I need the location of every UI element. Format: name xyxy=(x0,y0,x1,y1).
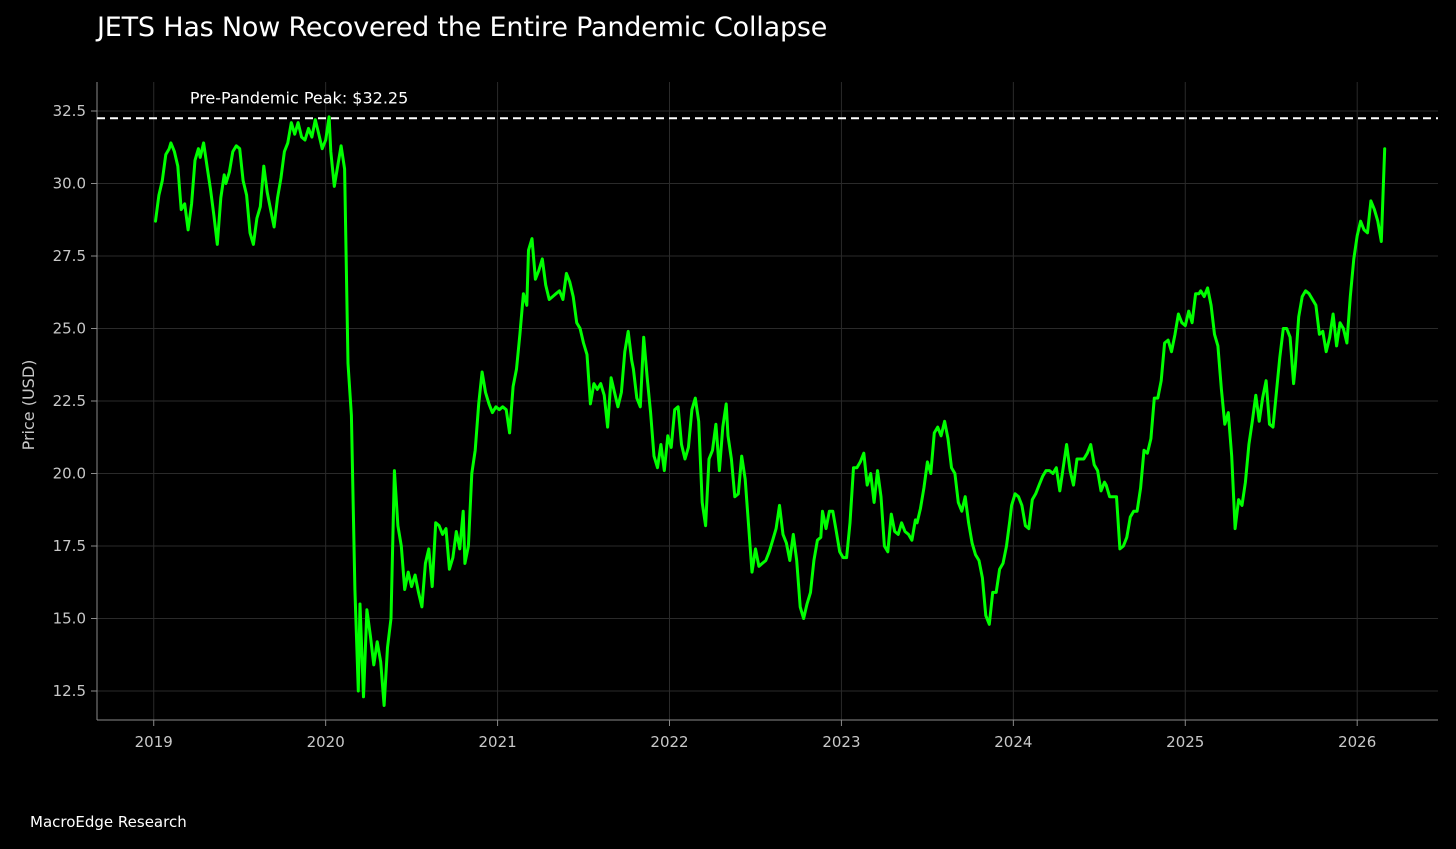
series-line xyxy=(154,115,1387,707)
chart-title: JETS Has Now Recovered the Entire Pandem… xyxy=(97,12,828,43)
y-tick-label: 27.5 xyxy=(53,247,86,265)
y-tick-label: 30.0 xyxy=(53,175,86,193)
x-tick-label: 2025 xyxy=(1166,733,1204,751)
pre-pandemic-peak-label: Pre-Pandemic Peak: $32.25 xyxy=(190,88,408,107)
y-tick-label: 17.5 xyxy=(53,537,86,555)
grid-lines xyxy=(97,82,1438,720)
x-tick-label: 2020 xyxy=(307,733,345,751)
y-tick-labels: 12.5 15.0 17.5 20.0 22.5 25.0 27.5 30.0 32.5 xyxy=(53,102,86,700)
y-tick-label: 12.5 xyxy=(53,682,86,700)
x-tick-label: 2021 xyxy=(478,733,516,751)
x-tick-label: 2019 xyxy=(135,733,173,751)
x-tick-label: 2022 xyxy=(650,733,688,751)
axes xyxy=(91,82,1438,726)
x-tick-labels: 2019 2020 2021 2022 2023 2024 2025 2026 xyxy=(135,733,1377,751)
y-tick-label: 15.0 xyxy=(53,610,86,628)
x-tick-label: 2024 xyxy=(994,733,1032,751)
y-tick-label: 20.0 xyxy=(53,465,86,483)
x-tick-label: 2023 xyxy=(822,733,860,751)
price-series xyxy=(154,115,1387,707)
y-tick-label: 25.0 xyxy=(53,320,86,338)
y-tick-label: 32.5 xyxy=(53,102,86,120)
y-tick-label: 22.5 xyxy=(53,392,86,410)
y-axis-label: Price (USD) xyxy=(19,360,38,451)
x-tick-label: 2026 xyxy=(1338,733,1376,751)
source-credit: MacroEdge Research xyxy=(30,813,187,831)
